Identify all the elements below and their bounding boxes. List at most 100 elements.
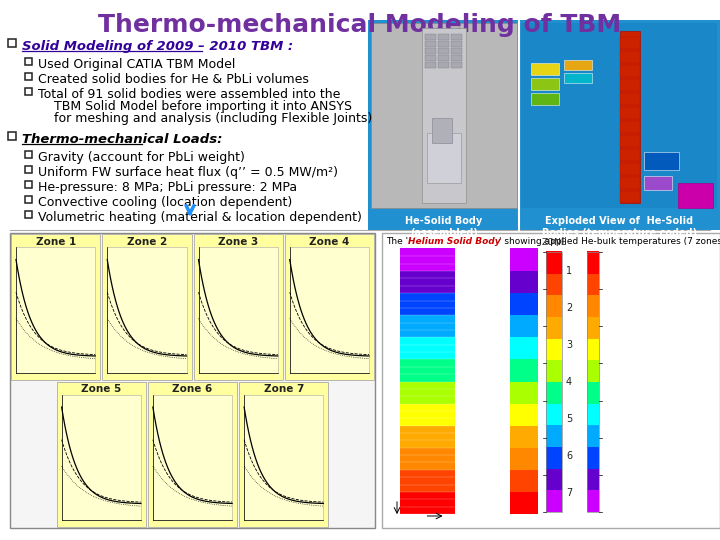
Bar [546,381,562,404]
Bar [620,107,639,119]
Bar [425,41,436,47]
Text: Zone 2: Zone 2 [127,237,167,247]
Bar [510,425,538,448]
Bar [546,360,562,382]
Text: Created solid bodies for He & PbLi volumes: Created solid bodies for He & PbLi volum… [38,73,309,86]
Text: ' showing applied He-bulk temperatures (7 zones): ' showing applied He-bulk temperatures (… [499,237,720,246]
Bar [546,338,562,360]
Bar [10,233,375,528]
Text: 3: 3 [566,340,572,350]
Bar [510,336,538,360]
Bar [546,403,562,426]
Bar [400,248,455,271]
Bar [587,490,599,512]
Bar [400,491,455,514]
Text: 7: 7 [566,488,572,498]
Text: Gravity (account for PbLi weight): Gravity (account for PbLi weight) [38,151,245,164]
Bar [438,55,449,61]
Bar [24,57,32,64]
Bar [510,271,538,293]
Text: TBM Solid Model before importing it into ANSYS: TBM Solid Model before importing it into… [38,100,352,113]
Bar [451,34,462,40]
Bar [199,247,278,373]
Bar [148,381,237,527]
Text: 1: 1 [566,266,572,275]
Text: He-Solid Body
(assembled): He-Solid Body (assembled) [405,216,482,238]
Bar [531,78,559,90]
Bar [62,395,141,520]
Bar [24,211,32,218]
Bar [644,176,672,190]
Bar [546,316,562,339]
Bar [510,381,538,403]
Bar [587,403,599,426]
Text: He-pressure: 8 MPa; PbLi pressure: 2 MPa: He-pressure: 8 MPa; PbLi pressure: 2 MPa [38,181,297,194]
Bar [400,447,455,470]
Bar [24,151,32,158]
Text: Zone 4: Zone 4 [309,237,350,247]
Bar [400,292,455,315]
Text: Volumetric heating (material & location dependent): Volumetric heating (material & location … [38,211,362,224]
Bar [382,233,720,528]
Bar [425,34,436,40]
Text: Zone 3: Zone 3 [218,237,258,247]
Bar [510,292,538,315]
Bar [620,135,639,147]
Text: Thermo-mechanical Loads:: Thermo-mechanical Loads: [22,133,222,146]
Bar [587,360,599,382]
Text: 6: 6 [566,451,572,461]
Bar [24,195,32,202]
Bar [510,403,538,426]
Bar [289,247,369,373]
Text: 4: 4 [566,377,572,387]
Bar [564,73,593,83]
Bar [438,48,449,54]
Text: Total of 91 solid bodies were assembled into the: Total of 91 solid bodies were assembled … [38,88,341,101]
Bar [546,490,562,512]
Text: Zone 1: Zone 1 [35,237,76,247]
Bar [531,93,559,105]
Bar [620,93,639,105]
Bar [425,55,436,61]
Bar [8,132,16,140]
Bar [244,395,323,520]
Bar [24,87,32,94]
Text: ZONE: ZONE [541,238,567,247]
Bar [510,469,538,492]
Bar [521,23,717,208]
Text: Used Original CATIA TBM Model: Used Original CATIA TBM Model [38,58,235,71]
Bar [194,234,283,380]
Bar [546,468,562,490]
Text: 5: 5 [566,414,572,424]
Bar [432,118,451,143]
Bar [531,63,559,75]
Bar [546,273,562,295]
Text: Exploded View of  He-Solid
Bodies (temperature coded): Exploded View of He-Solid Bodies (temper… [541,216,697,238]
Bar [451,62,462,68]
Bar [24,180,32,187]
Bar [239,381,328,527]
Text: Helium Solid Body: Helium Solid Body [408,237,500,246]
Bar [620,31,639,203]
Bar [368,20,720,230]
Bar [546,294,562,317]
Bar [371,23,518,208]
Bar [438,34,449,40]
Bar [620,121,639,133]
Bar [284,234,374,380]
Bar [425,48,436,54]
Bar [546,251,562,274]
Text: The ': The ' [386,237,408,246]
Bar [510,491,538,514]
Bar [587,338,599,360]
Text: Zone 6: Zone 6 [172,384,212,395]
Bar [24,165,32,172]
Bar [451,48,462,54]
Text: for meshing and analysis (including Flexible Joints): for meshing and analysis (including Flex… [38,112,372,125]
Bar [400,403,455,426]
Bar [8,39,16,47]
Bar [16,247,95,373]
Bar [587,273,599,295]
Bar [11,234,100,380]
Bar [587,446,599,469]
